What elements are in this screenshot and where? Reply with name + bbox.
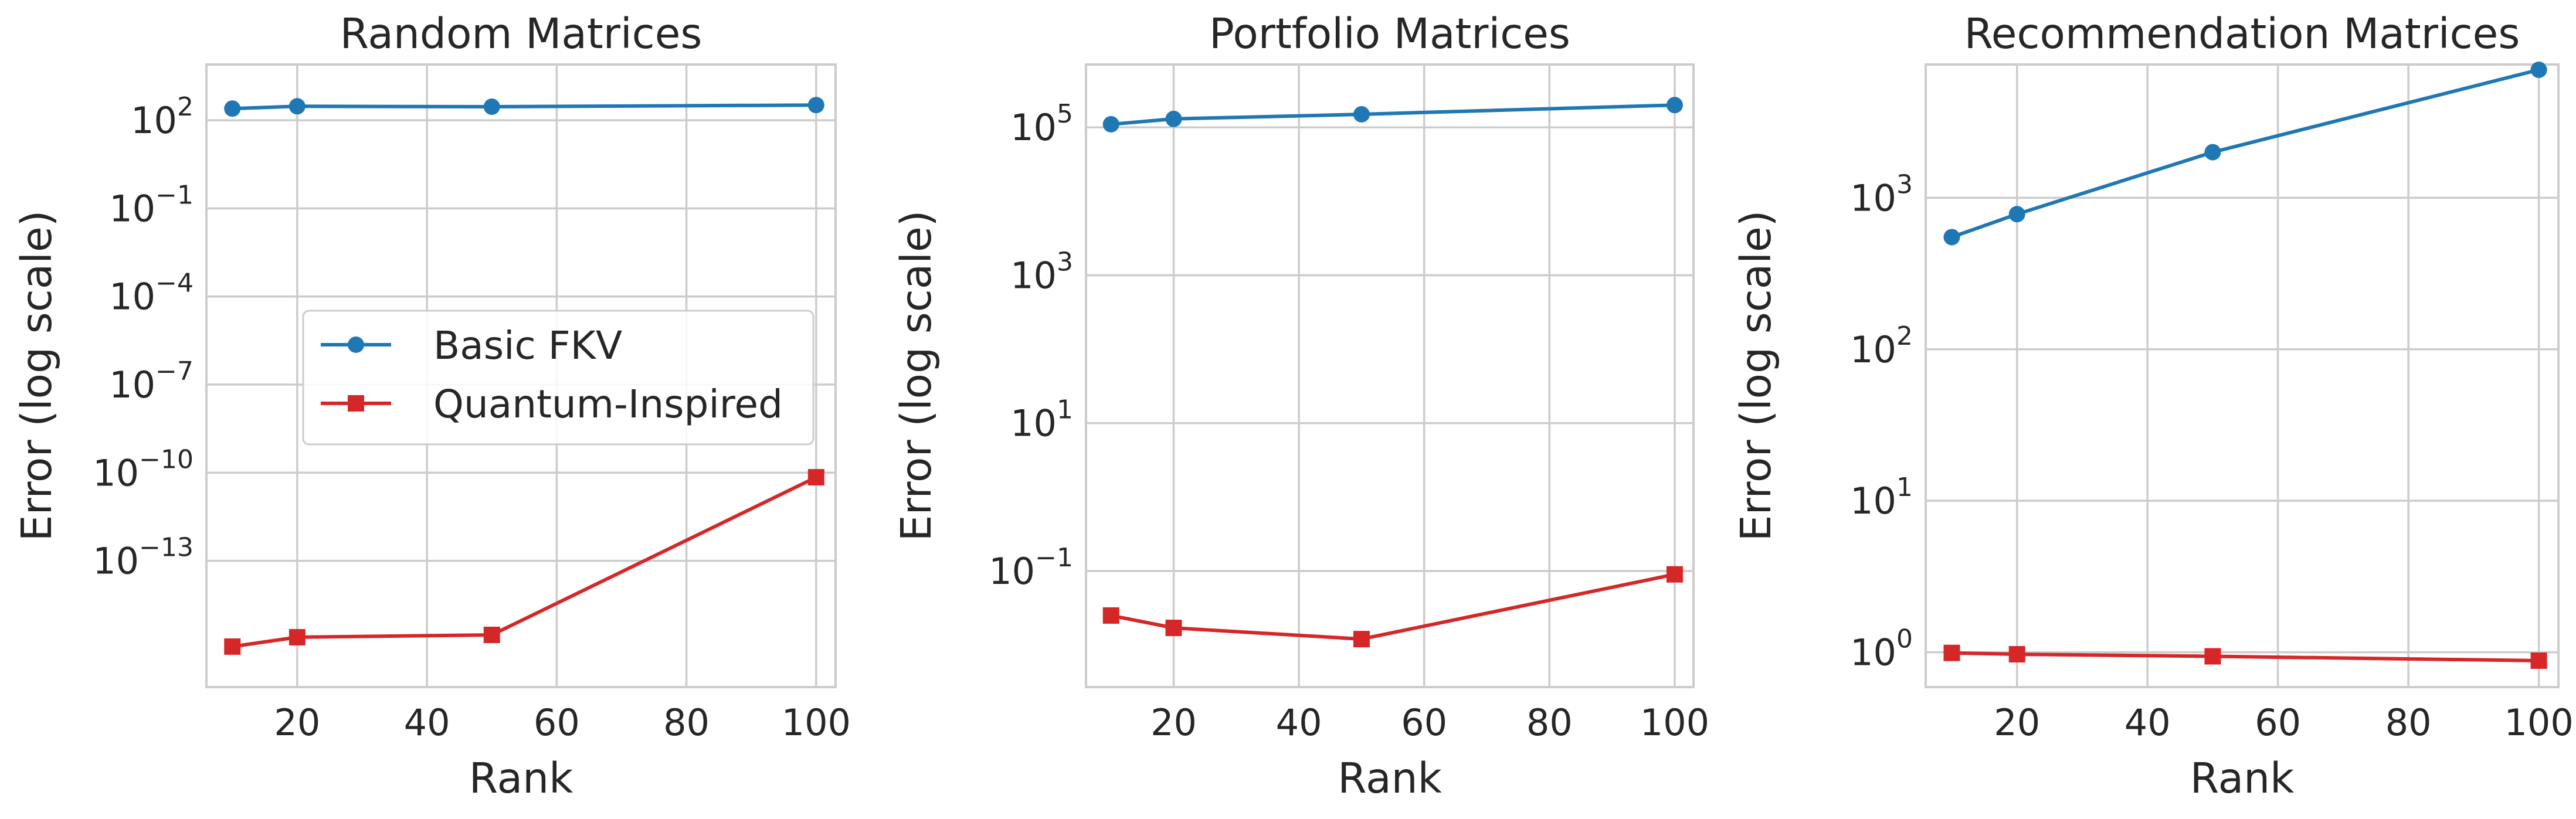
series-line-basic-fkv: [1951, 68, 2540, 239]
x-tick-label: 80: [2385, 701, 2432, 744]
series-line-basic-fkv: [1111, 103, 1675, 126]
chart-panel-3: 20 40 60 80 100 100 101 102 103 Recommendation Ma…: [1732, 9, 2574, 803]
y-axis-label: Error (log scale): [892, 210, 941, 542]
point-basic-fkv: [1353, 106, 1370, 123]
x-tick-label: 80: [663, 701, 710, 744]
y-tick-label: 102: [131, 92, 194, 142]
legend: Basic FKV Quantum-Inspired: [302, 310, 814, 446]
point-quantum-inspired: [1102, 607, 1119, 624]
series-line-quantum-inspired: [1111, 572, 1675, 641]
y-tick-label: 101: [1010, 395, 1073, 445]
x-tick-label: 60: [534, 701, 580, 744]
series-line-quantum-inspired: [232, 475, 817, 648]
point-basic-fkv: [2204, 144, 2221, 161]
point-quantum-inspired: [1943, 644, 1960, 661]
y-tick-label: 10−10: [93, 444, 194, 494]
x-tick-label: 40: [2124, 701, 2171, 744]
point-basic-fkv: [807, 97, 824, 114]
point-quantum-inspired: [1666, 566, 1683, 583]
point-quantum-inspired: [483, 626, 500, 643]
x-tick-label: 40: [404, 701, 450, 744]
point-basic-fkv: [289, 98, 306, 115]
point-quantum-inspired: [2530, 652, 2547, 669]
y-tick-label: 102: [1850, 321, 1913, 371]
x-axis-label: Rank: [469, 754, 573, 803]
x-tick-label: 80: [1526, 701, 1573, 744]
x-tick-label: 100: [1640, 701, 1709, 744]
x-axis-label: Rank: [1338, 754, 1441, 803]
x-tick-label: 60: [2255, 701, 2301, 744]
point-quantum-inspired: [1165, 620, 1182, 637]
x-tick-label: 20: [1150, 701, 1197, 744]
y-tick-label: 101: [1850, 473, 1913, 522]
point-quantum-inspired: [224, 638, 241, 655]
plot-frame: [1085, 63, 1695, 688]
legend-label-basic-fkv: Basic FKV: [433, 323, 622, 368]
point-basic-fkv: [483, 98, 500, 115]
legend-box: [302, 310, 814, 446]
chart-title: Recommendation Matrices: [1964, 9, 2520, 58]
legend-label-quantum-inspired: Quantum-Inspired: [433, 382, 783, 427]
y-tick-label: 10−7: [109, 356, 194, 406]
x-tick-label: 100: [782, 701, 851, 744]
x-tick-label: 100: [2504, 701, 2573, 744]
point-basic-fkv: [1165, 110, 1182, 127]
y-tick-label: 10−4: [109, 269, 194, 318]
y-tick-label: 103: [1850, 169, 1913, 219]
legend-marker-quantum-inspired: [348, 395, 364, 412]
point-quantum-inspired: [807, 469, 824, 486]
x-axis-label: Rank: [2190, 754, 2294, 803]
y-axis-label: Error (log scale): [12, 210, 61, 542]
x-tick-label: 20: [274, 701, 320, 744]
y-axis-label: Error (log scale): [1732, 210, 1780, 542]
point-basic-fkv: [2008, 206, 2025, 223]
series-line-quantum-inspired: [1951, 651, 2539, 662]
plot-frame: [1925, 63, 2560, 688]
y-tick-label: 100: [1850, 624, 1913, 674]
point-basic-fkv: [224, 100, 241, 117]
point-quantum-inspired: [289, 628, 306, 645]
point-quantum-inspired: [1353, 631, 1370, 648]
chart-title: Random Matrices: [340, 9, 702, 58]
chart-title: Portfolio Matrices: [1209, 9, 1570, 58]
chart-panel-1: 20 40 60 80 100 102 10−1 10−4 10−7 10−10 10−13 Rand…: [12, 9, 851, 803]
y-tick-label: 10−13: [93, 533, 194, 583]
y-tick-label: 10−1: [109, 180, 194, 230]
point-basic-fkv: [1943, 229, 1960, 246]
point-quantum-inspired: [2204, 648, 2221, 665]
legend-marker-basic-fkv: [348, 337, 364, 353]
point-quantum-inspired: [2008, 645, 2025, 662]
point-basic-fkv: [2530, 62, 2547, 79]
series-line-basic-fkv: [232, 103, 816, 111]
plot-frame: [205, 63, 837, 688]
point-basic-fkv: [1666, 97, 1683, 114]
x-tick-label: 20: [1994, 701, 2040, 744]
y-tick-label: 105: [1010, 99, 1073, 149]
x-tick-label: 40: [1276, 701, 1322, 744]
x-tick-label: 60: [1401, 701, 1447, 744]
y-tick-label: 10−1: [989, 543, 1073, 593]
y-tick-label: 103: [1010, 247, 1073, 297]
chart-panel-2: 20 40 60 80 100 105 103 101 10−1 Portfolio Matric…: [892, 9, 1709, 803]
point-basic-fkv: [1102, 115, 1119, 132]
